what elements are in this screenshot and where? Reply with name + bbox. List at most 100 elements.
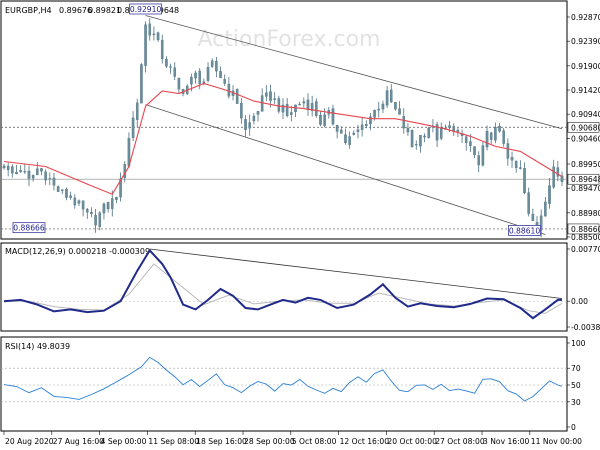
candle-body — [344, 134, 347, 144]
candle — [194, 70, 197, 84]
candle-body — [69, 195, 72, 198]
candle — [73, 194, 77, 209]
candle — [256, 110, 260, 122]
price-y-axis: 0.92870 0.92390 0.91900 0.91420 0.90940 0.904… — [567, 13, 600, 242]
candle-body — [198, 70, 202, 84]
x-tick-label: 28 Sep 00:00 — [244, 437, 295, 446]
price-y-tick-label: 0.91420 — [571, 86, 600, 95]
candle-body — [306, 99, 310, 110]
candle — [394, 101, 397, 111]
candle — [94, 208, 97, 233]
x-tick-label: 20 Oct 00:00 — [387, 437, 437, 446]
candle — [19, 165, 22, 173]
candle — [40, 167, 43, 176]
candle-body — [523, 168, 526, 194]
candle-body — [2, 165, 6, 169]
candle — [560, 171, 564, 187]
macd-y-tick-label: -0.003804 — [571, 323, 600, 332]
price-hline-tag-box — [567, 122, 600, 133]
candle — [77, 199, 81, 207]
candle-body — [489, 132, 493, 140]
candle — [381, 100, 385, 114]
candle-body — [269, 91, 272, 101]
candle-body — [502, 130, 505, 144]
candle — [469, 134, 472, 153]
candle-body — [165, 59, 168, 67]
candle-body — [277, 98, 281, 112]
candle-body — [473, 146, 476, 155]
price-hline-tag: 0.90680 — [567, 122, 600, 133]
candle-body — [402, 116, 406, 129]
moving-average-line — [3, 82, 563, 195]
candle-body — [190, 76, 193, 85]
current-price-tag-label: 0.89648 — [571, 175, 600, 184]
candle — [210, 58, 214, 68]
candle-body — [310, 103, 314, 111]
candle — [177, 77, 181, 94]
candle-body — [477, 155, 481, 166]
candle — [356, 125, 360, 139]
candle — [544, 196, 547, 217]
rsi-y-tick-label: 30 — [571, 398, 581, 407]
rsi-lines — [3, 356, 563, 402]
candle-body — [398, 108, 401, 115]
candle-body — [544, 201, 547, 217]
candle — [473, 146, 476, 158]
candle-body — [48, 178, 52, 180]
candle-body — [11, 166, 14, 174]
macd-lines — [1, 248, 567, 320]
channel-lower-line — [145, 104, 546, 235]
candle — [285, 97, 289, 118]
candle — [494, 122, 497, 144]
candle-body — [252, 115, 256, 122]
candle — [302, 97, 306, 108]
candle-body — [140, 64, 143, 104]
candle — [31, 174, 35, 182]
price-hline-tag-label: 0.88660 — [571, 225, 600, 234]
candle-body — [377, 108, 381, 111]
candle — [340, 126, 343, 134]
candle-body — [194, 72, 197, 79]
candle — [439, 122, 443, 141]
candle — [427, 126, 431, 139]
candle — [11, 164, 14, 178]
candle — [131, 111, 135, 141]
candle — [539, 209, 543, 238]
price-annotation-label: 0.92910 — [130, 5, 162, 14]
rsi-y-tick-label: 50 — [571, 381, 581, 390]
candle — [248, 114, 251, 136]
candle — [56, 185, 60, 192]
candle-body — [556, 167, 560, 177]
candle — [477, 151, 481, 173]
candle — [81, 200, 85, 217]
candle — [481, 141, 485, 167]
price-channel — [145, 15, 563, 235]
candle-body — [206, 67, 210, 81]
candle — [310, 95, 314, 117]
price-y-tick-label: 0.88980 — [571, 209, 600, 218]
watermark: ActionForex.com — [198, 27, 381, 52]
candle — [319, 110, 322, 127]
candle-body — [552, 166, 555, 188]
price-hline-tag-box — [567, 223, 600, 235]
candle-body — [419, 135, 422, 147]
candle — [435, 121, 439, 147]
rsi-y-tick-label: 100 — [571, 339, 586, 348]
candle — [352, 130, 356, 136]
price-panel: ActionForex.com EURGBP,H4 0.89676 0.8982… — [0, 0, 600, 242]
candle-body — [135, 102, 139, 120]
candle-body — [106, 202, 110, 210]
candle — [531, 208, 535, 222]
candle — [115, 196, 118, 204]
candle — [223, 74, 226, 86]
candle-body — [148, 23, 152, 36]
candle — [135, 98, 139, 128]
candle-body — [44, 171, 47, 181]
candle-body — [102, 203, 106, 214]
candle-body — [152, 33, 156, 35]
candle-body — [485, 130, 489, 148]
ohlc-close: 0.89648 — [146, 6, 179, 15]
candle-body — [385, 90, 389, 106]
macd-y-tick-label: 0.00 — [571, 297, 588, 306]
